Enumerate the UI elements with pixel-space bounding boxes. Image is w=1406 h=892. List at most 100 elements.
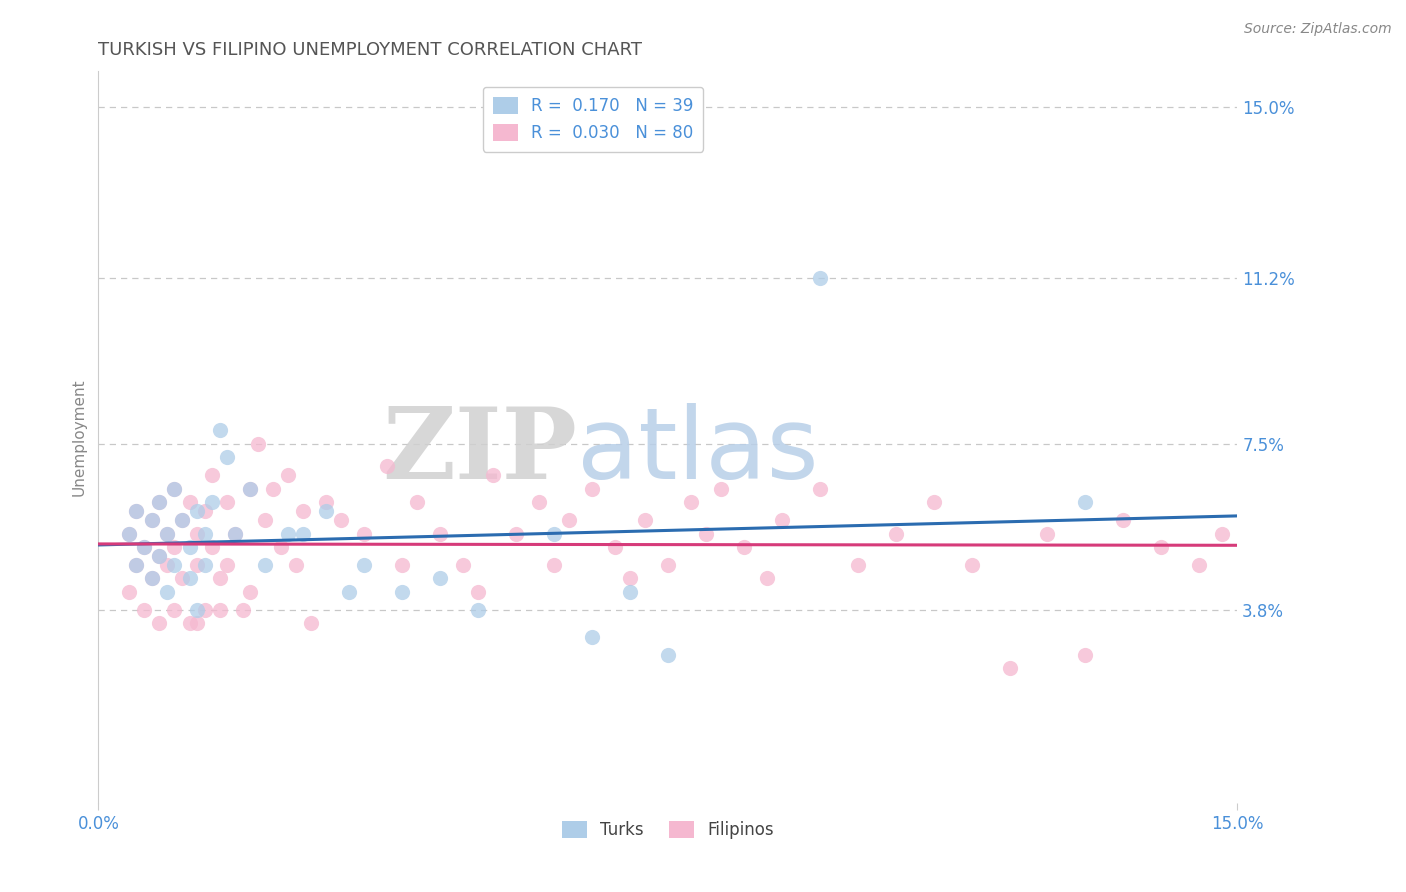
Text: TURKISH VS FILIPINO UNEMPLOYMENT CORRELATION CHART: TURKISH VS FILIPINO UNEMPLOYMENT CORRELA…: [98, 41, 643, 59]
Point: [125, 504, 148, 518]
Point: [239, 585, 262, 599]
Point: [163, 558, 186, 572]
Point: [254, 513, 277, 527]
Point: [284, 558, 307, 572]
Point: [406, 495, 429, 509]
Legend: Turks, Filipinos: Turks, Filipinos: [555, 814, 780, 846]
Point: [375, 459, 398, 474]
Y-axis label: Unemployment: Unemployment: [72, 378, 87, 496]
Point: [262, 482, 284, 496]
Point: [156, 558, 179, 572]
Point: [125, 558, 148, 572]
Point: [132, 603, 155, 617]
Point: [1074, 648, 1097, 662]
Point: [505, 526, 527, 541]
Point: [217, 495, 239, 509]
Point: [808, 482, 831, 496]
Point: [353, 526, 375, 541]
Point: [543, 558, 565, 572]
Point: [733, 540, 755, 554]
Point: [482, 468, 505, 483]
Point: [148, 549, 170, 563]
Point: [292, 504, 315, 518]
Point: [179, 540, 201, 554]
Point: [846, 558, 869, 572]
Point: [179, 616, 201, 631]
Point: [141, 571, 163, 585]
Point: [451, 558, 474, 572]
Point: [125, 504, 148, 518]
Point: [429, 526, 451, 541]
Point: [156, 526, 179, 541]
Point: [170, 571, 193, 585]
Point: [148, 495, 170, 509]
Point: [201, 540, 224, 554]
Point: [315, 495, 337, 509]
Point: [1112, 513, 1135, 527]
Point: [208, 603, 231, 617]
Point: [132, 540, 155, 554]
Point: [163, 482, 186, 496]
Point: [125, 558, 148, 572]
Point: [330, 513, 353, 527]
Point: [217, 450, 239, 465]
Point: [884, 526, 907, 541]
Point: [232, 603, 254, 617]
Point: [224, 526, 246, 541]
Point: [1188, 558, 1211, 572]
Point: [239, 482, 262, 496]
Point: [239, 482, 262, 496]
Point: [118, 526, 141, 541]
Point: [186, 558, 208, 572]
Point: [695, 526, 717, 541]
Point: [186, 526, 208, 541]
Point: [429, 571, 451, 585]
Text: ZIP: ZIP: [382, 403, 576, 500]
Point: [277, 468, 299, 483]
Point: [186, 603, 208, 617]
Point: [998, 661, 1021, 675]
Point: [337, 585, 360, 599]
Point: [755, 571, 778, 585]
Point: [208, 423, 231, 437]
Point: [118, 585, 141, 599]
Point: [558, 513, 581, 527]
Point: [922, 495, 945, 509]
Point: [254, 558, 277, 572]
Point: [170, 513, 193, 527]
Point: [186, 616, 208, 631]
Point: [1211, 526, 1233, 541]
Point: [299, 616, 322, 631]
Point: [148, 495, 170, 509]
Point: [179, 495, 201, 509]
Point: [1074, 495, 1097, 509]
Point: [141, 571, 163, 585]
Point: [808, 270, 831, 285]
Point: [543, 526, 565, 541]
Point: [132, 540, 155, 554]
Point: [1150, 540, 1173, 554]
Point: [201, 495, 224, 509]
Point: [619, 571, 641, 585]
Point: [270, 540, 292, 554]
Point: [201, 468, 224, 483]
Point: [141, 513, 163, 527]
Point: [960, 558, 983, 572]
Point: [118, 526, 141, 541]
Point: [391, 585, 413, 599]
Point: [148, 616, 170, 631]
Point: [163, 482, 186, 496]
Point: [679, 495, 702, 509]
Point: [217, 558, 239, 572]
Point: [277, 526, 299, 541]
Point: [194, 603, 217, 617]
Point: [186, 504, 208, 518]
Point: [770, 513, 793, 527]
Point: [710, 482, 733, 496]
Point: [163, 603, 186, 617]
Point: [467, 585, 489, 599]
Point: [141, 513, 163, 527]
Point: [194, 504, 217, 518]
Point: [603, 540, 626, 554]
Point: [619, 585, 641, 599]
